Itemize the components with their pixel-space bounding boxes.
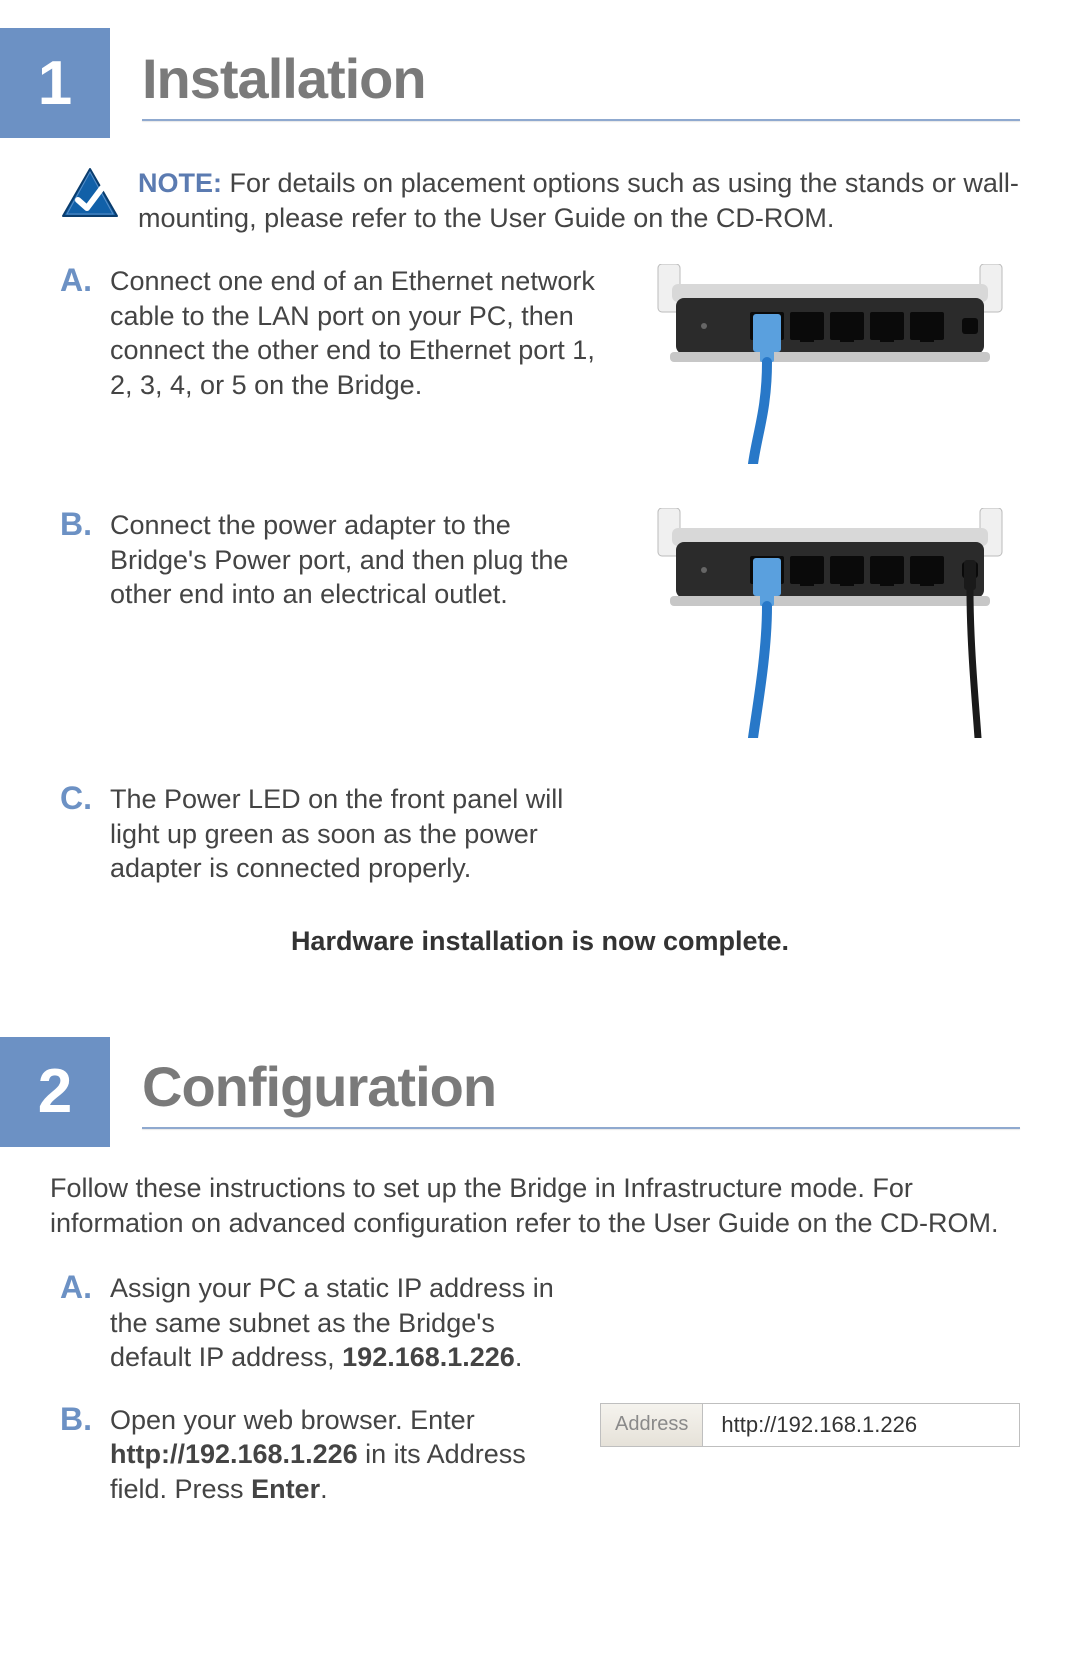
address-bar-value: http://192.168.1.226 [703, 1404, 1019, 1446]
config-step-b: B. Open your web browser. Enter http://1… [60, 1403, 1020, 1507]
step-text-c: The Power LED on the front panel will li… [110, 782, 612, 886]
install-step-b: B. Connect the power adapter to the Brid… [60, 508, 1020, 738]
step-letter-c: C. [60, 782, 96, 886]
section-number-2: 2 [0, 1037, 110, 1147]
section-title-installation: Installation [142, 46, 1020, 111]
install-step-c: C. The Power LED on the front panel will… [60, 782, 1020, 886]
section-rule [142, 119, 1020, 121]
address-bar-label: Address [601, 1404, 703, 1446]
address-bar-illustration: Address http://192.168.1.226 [600, 1403, 1020, 1447]
step-text-a: Connect one end of an Ethernet network c… [110, 264, 612, 402]
section-header-configuration: 2 Configuration [0, 1037, 1080, 1147]
note-body: For details on placement options such as… [138, 168, 1019, 233]
note-text: NOTE: For details on placement options s… [138, 166, 1020, 236]
step-letter-b: B. [60, 508, 96, 612]
section-header-installation: 1 Installation [0, 28, 1080, 138]
install-step-a: A. Connect one end of an Ethernet networ… [60, 264, 1020, 464]
config-text-b: Open your web browser. Enter http://192.… [110, 1403, 572, 1507]
config-text-a: Assign your PC a static IP address in th… [110, 1271, 572, 1375]
completion-message: Hardware installation is now complete. [60, 926, 1020, 957]
section-number-1: 1 [0, 28, 110, 138]
checkmark-icon [60, 166, 120, 220]
router-illustration-power [640, 508, 1020, 738]
router-illustration-ethernet [640, 264, 1020, 464]
note-callout: NOTE: For details on placement options s… [60, 166, 1020, 236]
configuration-intro: Follow these instructions to set up the … [0, 1147, 1080, 1251]
section-title-configuration: Configuration [142, 1054, 1020, 1119]
step-text-b: Connect the power adapter to the Bridge'… [110, 508, 612, 612]
step-letter-a: A. [60, 1271, 96, 1375]
section-rule [142, 1127, 1020, 1129]
step-letter-a: A. [60, 264, 96, 402]
note-label: NOTE: [138, 168, 222, 198]
config-step-a: A. Assign your PC a static IP address in… [60, 1271, 1020, 1375]
step-letter-b: B. [60, 1403, 96, 1507]
